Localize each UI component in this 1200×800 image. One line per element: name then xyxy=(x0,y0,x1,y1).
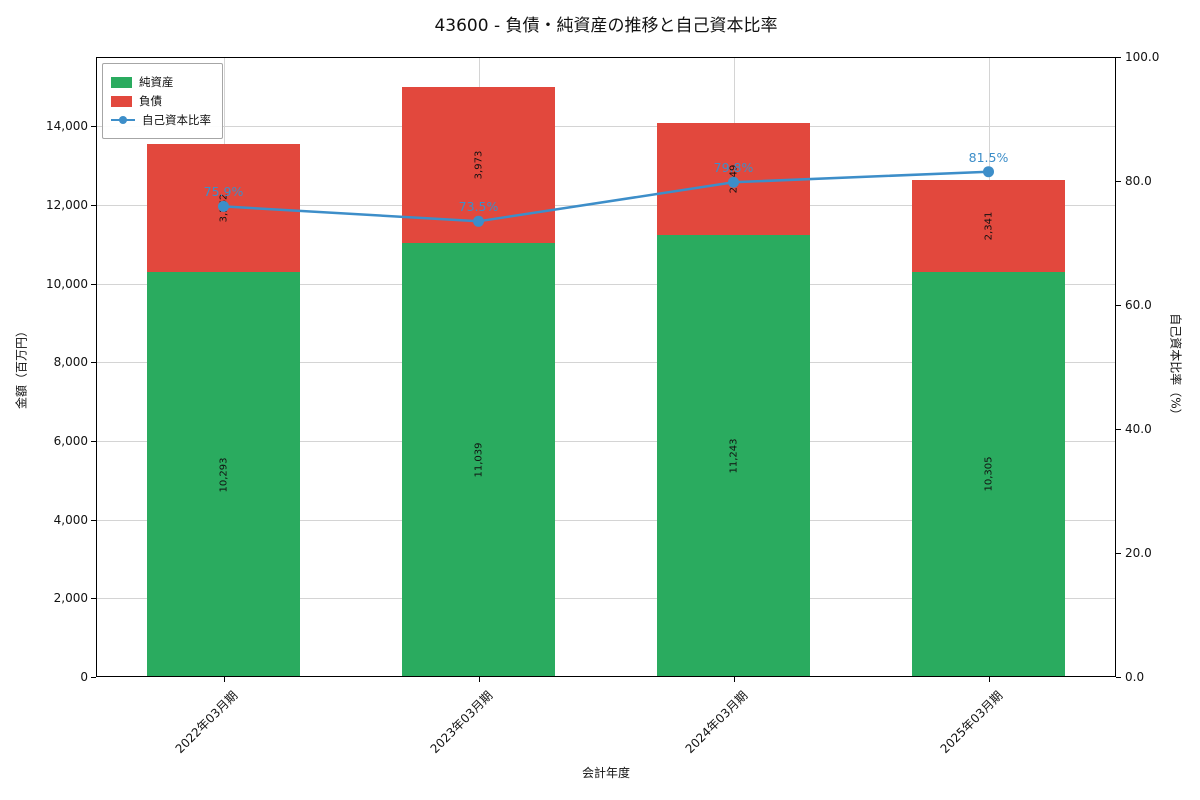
equity-ratio-label: 73.5% xyxy=(458,199,499,215)
equity-ratio-marker xyxy=(728,176,739,188)
right-axis-tick xyxy=(1116,677,1121,678)
gridline-horizontal xyxy=(96,362,1116,364)
right-axis-tick xyxy=(1116,181,1121,182)
legend-item-net-assets: 純資産 xyxy=(111,74,211,90)
left-axis-tick-label: 12,000 xyxy=(46,198,88,212)
left-axis-tick xyxy=(91,519,96,521)
equity-ratio-label: 79.8% xyxy=(713,160,754,176)
left-axis-tick-label: 14,000 xyxy=(46,119,88,134)
legend: 純資産 負債 自己資本比率 xyxy=(102,63,223,139)
net-assets-swatch xyxy=(111,76,132,88)
legend-item-equity-ratio: 自己資本比率 xyxy=(111,112,211,128)
x-axis-label: 会計年度 xyxy=(581,766,631,780)
legend-label-equity-ratio: 自己資本比率 xyxy=(142,113,211,127)
left-axis-tick-label: 6,000 xyxy=(53,434,88,448)
left-axis-tick xyxy=(91,283,96,285)
chart-title: 43600 - 負債・純資産の推移と自己資本比率 xyxy=(434,16,778,36)
right-axis-tick-label: 20.0 xyxy=(1125,546,1152,560)
right-axis-tick-label: 80.0 xyxy=(1125,174,1152,188)
x-axis-tick-label: 2022年03月期 xyxy=(172,688,240,757)
gridline-horizontal xyxy=(96,441,1116,442)
gridline-horizontal xyxy=(96,205,1116,206)
x-axis-tick-label: 2024年03月期 xyxy=(682,688,750,757)
bar-segment-liabilities xyxy=(912,179,1065,272)
left-axis-tick-label: 0 xyxy=(80,670,88,684)
left-axis-tick-label: 8,000 xyxy=(53,355,88,370)
legend-item-liabilities: 負債 xyxy=(111,93,211,109)
left-axis-tick-label: 10,000 xyxy=(46,276,88,291)
bar-segment-net-assets xyxy=(147,272,300,677)
x-axis-tick xyxy=(733,677,735,682)
right-axis-tick-label: 40.0 xyxy=(1125,422,1152,436)
right-axis-tick-label: 0.0 xyxy=(1125,670,1145,684)
liabilities-swatch xyxy=(111,95,132,107)
gridline-horizontal xyxy=(96,598,1116,600)
equity-ratio-swatch xyxy=(111,115,135,126)
right-axis-tick-label: 100.0 xyxy=(1125,50,1160,64)
gridline-horizontal xyxy=(96,283,1116,285)
equity-ratio-label: 75.9% xyxy=(203,184,244,200)
left-axis-tick xyxy=(91,598,96,600)
left-axis-tick xyxy=(91,126,96,128)
legend-label-liabilities: 負債 xyxy=(139,94,162,108)
left-axis-tick-label: 4,000 xyxy=(53,512,88,527)
gridline-horizontal xyxy=(96,126,1116,128)
equity-ratio-dot-icon xyxy=(119,116,127,124)
gridline-horizontal xyxy=(96,519,1116,521)
equity-ratio-label: 81.5% xyxy=(968,149,1009,165)
y-axis-label-right: 自己資本比率（%） xyxy=(1168,313,1183,421)
x-axis-tick xyxy=(223,677,225,682)
equity-ratio-marker xyxy=(473,215,484,227)
left-axis-tick xyxy=(91,677,96,678)
right-axis-tick xyxy=(1116,553,1121,554)
x-axis-tick-label: 2025年03月期 xyxy=(937,688,1005,757)
bar-segment-net-assets xyxy=(402,242,555,677)
left-axis-tick xyxy=(91,441,96,442)
x-axis-tick-label: 2023年03月期 xyxy=(427,688,495,757)
equity-ratio-marker xyxy=(983,166,994,178)
x-axis-tick xyxy=(988,677,990,682)
right-axis-tick-label: 60.0 xyxy=(1125,298,1152,312)
equity-ratio-marker xyxy=(218,200,229,212)
plot-area: 10,29311,03911,24310,3053,2623,9732,8492… xyxy=(96,57,1116,677)
left-axis-tick xyxy=(91,362,96,364)
y-axis-label-left: 金額（百万円） xyxy=(14,324,29,410)
left-axis-tick xyxy=(91,205,96,206)
x-axis-tick xyxy=(478,677,480,682)
right-axis-tick xyxy=(1116,57,1121,58)
left-axis-tick-label: 2,000 xyxy=(53,591,88,606)
right-axis-tick xyxy=(1116,429,1121,430)
bar-segment-net-assets xyxy=(912,271,1065,677)
equity-ratio-line xyxy=(218,166,994,227)
legend-label-net-assets: 純資産 xyxy=(139,75,174,89)
bar-segment-net-assets xyxy=(657,234,810,677)
right-axis-tick xyxy=(1116,305,1121,306)
